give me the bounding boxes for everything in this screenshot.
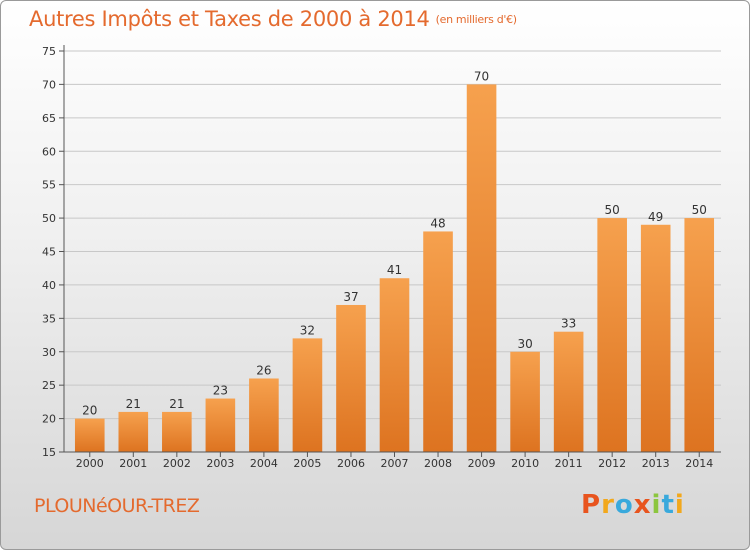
logo-letter: x: [633, 490, 652, 520]
bar-2008: [423, 231, 453, 452]
y-tick-label: 75: [42, 45, 56, 58]
value-label-2002: 21: [169, 397, 184, 411]
y-tick-label: 20: [42, 413, 56, 426]
chart-title: Autres Impôts et Taxes de 2000 à 2014 (en…: [29, 7, 517, 31]
bar-2010: [510, 351, 540, 452]
y-tick-label: 30: [42, 346, 56, 359]
bar-2007: [379, 278, 410, 452]
bar-2011: [553, 331, 584, 452]
value-label-2004: 26: [256, 363, 271, 377]
logo-letter: i: [651, 490, 662, 520]
proxiti-logo: Proxiti: [581, 490, 685, 520]
value-label-2014: 50: [692, 203, 707, 217]
bar-2006: [336, 304, 366, 452]
chart-subtitle: (en milliers d'€): [435, 13, 517, 26]
logo-letter: i: [674, 490, 685, 520]
value-label-2006: 37: [343, 290, 358, 304]
bar-2000: [74, 418, 105, 452]
x-tick-label-2011: 2011: [555, 457, 583, 470]
x-tick-label-2000: 2000: [76, 457, 104, 470]
x-tick-label-2006: 2006: [337, 457, 365, 470]
logo-letter: P: [581, 490, 602, 520]
value-label-2009: 70: [474, 69, 489, 83]
value-label-2001: 21: [126, 397, 141, 411]
y-tick-label: 45: [42, 246, 56, 259]
chart-title-text: Autres Impôts et Taxes de 2000 à 2014: [29, 7, 430, 31]
value-label-2000: 20: [82, 404, 97, 418]
y-tick-label: 65: [42, 112, 56, 125]
x-tick-label-2004: 2004: [250, 457, 278, 470]
y-tick-label: 70: [42, 78, 56, 91]
logo-letter: r: [601, 490, 615, 520]
value-label-2010: 30: [517, 337, 532, 351]
bar-2009: [466, 84, 497, 453]
value-label-2003: 23: [213, 384, 228, 398]
value-label-2007: 41: [387, 263, 402, 277]
bar-2004: [249, 378, 279, 452]
x-tick-label-2008: 2008: [424, 457, 452, 470]
x-tick-label-2009: 2009: [468, 457, 496, 470]
y-tick-label: 60: [42, 145, 56, 158]
bar-2013: [640, 224, 671, 452]
bar-2005: [292, 338, 323, 452]
value-label-2013: 49: [648, 210, 663, 224]
x-tick-label-2012: 2012: [598, 457, 626, 470]
x-tick-label-2014: 2014: [685, 457, 713, 470]
x-tick-label-2001: 2001: [119, 457, 147, 470]
commune-name: PLOUNéOUR-TREZ: [34, 495, 200, 517]
bar-2014: [684, 218, 715, 452]
x-tick-label-2002: 2002: [163, 457, 191, 470]
x-tick-label-2003: 2003: [206, 457, 234, 470]
value-label-2008: 48: [430, 216, 445, 230]
x-tick-label-2010: 2010: [511, 457, 539, 470]
bar-2012: [597, 218, 627, 452]
x-tick-label-2007: 2007: [381, 457, 409, 470]
y-tick-label: 25: [42, 379, 56, 392]
value-label-2012: 50: [605, 203, 620, 217]
y-tick-label: 35: [42, 312, 56, 325]
logo-letter: o: [614, 490, 634, 520]
bar-2001: [118, 411, 149, 452]
bar-2003: [205, 398, 236, 452]
value-label-2011: 33: [561, 317, 576, 331]
value-label-2005: 32: [300, 323, 315, 337]
axes: 15 20 25 30 35 40 45 50 55 60 65 70 75 2000 2001 2002 20…: [42, 45, 721, 470]
x-tick-label-2005: 2005: [293, 457, 321, 470]
y-tick-label: 55: [42, 179, 56, 192]
x-tick-label-2013: 2013: [642, 457, 670, 470]
logo-letter: t: [661, 490, 675, 520]
y-tick-label: 15: [42, 446, 56, 459]
bar-2002: [162, 411, 192, 452]
bars: 20 21 21 23 26 32 37 41 48 70 30 33 50 49 50: [74, 69, 715, 453]
y-tick-label: 40: [42, 279, 56, 292]
y-tick-label: 50: [42, 212, 56, 225]
